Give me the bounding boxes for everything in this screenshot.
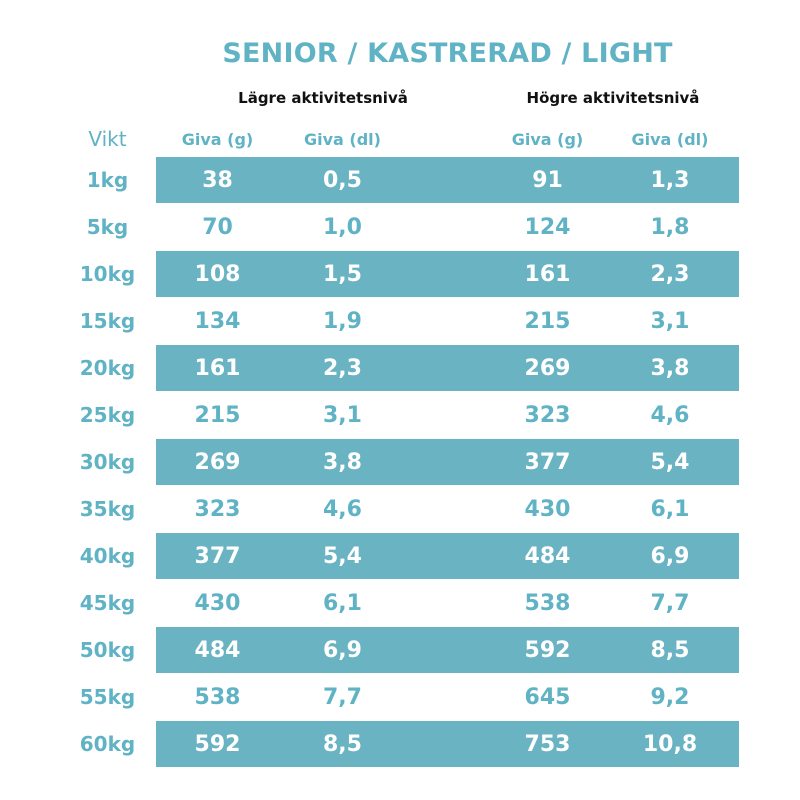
row-band [156, 439, 739, 485]
dl-low-cell: 1,9 [323, 309, 362, 334]
group-header-high-activity: Högre aktivitetsnivå [526, 89, 700, 107]
dl-low-cell: 5,4 [323, 544, 362, 569]
weight-cell: 60kg [79, 732, 136, 756]
grams-low-cell: 215 [194, 403, 241, 428]
column-header-grams-low: Giva (g) [181, 130, 254, 149]
column-header-weight: Vikt [88, 127, 127, 151]
grams-high-cell: 323 [524, 403, 571, 428]
dl-high-cell: 1,3 [650, 168, 690, 193]
weight-cell: 30kg [79, 450, 136, 474]
dl-high-cell: 10,8 [642, 732, 698, 757]
grams-low-cell: 70 [202, 215, 233, 240]
dl-high-cell: 6,1 [650, 497, 690, 522]
table-row: 20kg 161 2,3 269 3,8 [0, 345, 800, 392]
row-band [156, 721, 739, 767]
weight-cell: 20kg [79, 356, 136, 380]
weight-cell: 40kg [79, 544, 136, 568]
grams-high-cell: 161 [524, 262, 571, 287]
grams-low-cell: 430 [194, 591, 241, 616]
table-row: 10kg 108 1,5 161 2,3 [0, 251, 800, 298]
weight-cell: 25kg [79, 403, 136, 427]
dl-high-cell: 4,6 [650, 403, 690, 428]
dl-low-cell: 3,8 [323, 450, 362, 475]
grams-low-cell: 161 [194, 356, 241, 381]
grams-low-cell: 538 [194, 685, 241, 710]
row-band [156, 627, 739, 673]
grams-high-cell: 538 [524, 591, 571, 616]
grams-low-cell: 484 [194, 638, 241, 663]
grams-low-cell: 134 [194, 309, 241, 334]
table-row: 60kg 592 8,5 753 10,8 [0, 721, 800, 768]
grams-high-cell: 430 [524, 497, 571, 522]
row-band [156, 157, 739, 203]
column-header-dl-high: Giva (dl) [631, 130, 709, 149]
dl-high-cell: 5,4 [650, 450, 690, 475]
row-band [156, 533, 739, 579]
weight-cell: 1kg [86, 168, 129, 192]
weight-cell: 50kg [79, 638, 136, 662]
dl-low-cell: 6,9 [323, 638, 362, 663]
grams-high-cell: 753 [524, 732, 571, 757]
dl-low-cell: 1,0 [323, 215, 362, 240]
page-title: SENIOR / KASTRERAD / LIGHT [222, 38, 673, 69]
grams-low-cell: 377 [194, 544, 241, 569]
dl-low-cell: 4,6 [323, 497, 362, 522]
grams-low-cell: 323 [194, 497, 241, 522]
weight-cell: 55kg [79, 685, 136, 709]
weight-cell: 35kg [79, 497, 136, 521]
grams-low-cell: 269 [194, 450, 241, 475]
dl-low-cell: 1,5 [323, 262, 362, 287]
dl-high-cell: 1,8 [650, 215, 690, 240]
grams-high-cell: 645 [524, 685, 571, 710]
column-header-grams-high: Giva (g) [511, 130, 584, 149]
table-row: 15kg 134 1,9 215 3,1 [0, 298, 800, 345]
dl-high-cell: 3,1 [650, 309, 690, 334]
table-row: 35kg 323 4,6 430 6,1 [0, 486, 800, 533]
dl-low-cell: 2,3 [323, 356, 362, 381]
grams-high-cell: 269 [524, 356, 571, 381]
row-band [156, 251, 739, 297]
dl-high-cell: 2,3 [650, 262, 690, 287]
dl-low-cell: 6,1 [323, 591, 362, 616]
grams-low-cell: 108 [194, 262, 241, 287]
dl-low-cell: 3,1 [323, 403, 362, 428]
weight-cell: 5kg [86, 215, 129, 239]
weight-cell: 45kg [79, 591, 136, 615]
table-row: 55kg 538 7,7 645 9,2 [0, 674, 800, 721]
table-row: 40kg 377 5,4 484 6,9 [0, 533, 800, 580]
dl-high-cell: 8,5 [650, 638, 690, 663]
weight-cell: 10kg [79, 262, 136, 286]
grams-high-cell: 592 [524, 638, 571, 663]
grams-low-cell: 38 [202, 168, 233, 193]
row-band [156, 345, 739, 391]
grams-high-cell: 124 [524, 215, 571, 240]
group-header-low-activity: Lägre aktivitetsnivå [238, 89, 408, 107]
table-row: 5kg 70 1,0 124 1,8 [0, 204, 800, 251]
dl-low-cell: 7,7 [323, 685, 362, 710]
dl-low-cell: 0,5 [323, 168, 362, 193]
grams-high-cell: 484 [524, 544, 571, 569]
grams-high-cell: 91 [532, 168, 563, 193]
table-row: 1kg 38 0,5 91 1,3 [0, 157, 800, 204]
table-row: 45kg 430 6,1 538 7,7 [0, 580, 800, 627]
grams-high-cell: 215 [524, 309, 571, 334]
dl-high-cell: 7,7 [650, 591, 690, 616]
table-row: 25kg 215 3,1 323 4,6 [0, 392, 800, 439]
column-header-dl-low: Giva (dl) [304, 130, 381, 149]
dl-high-cell: 9,2 [650, 685, 690, 710]
dl-low-cell: 8,5 [323, 732, 362, 757]
grams-high-cell: 377 [524, 450, 571, 475]
dl-high-cell: 6,9 [650, 544, 690, 569]
grams-low-cell: 592 [194, 732, 241, 757]
table-row: 50kg 484 6,9 592 8,5 [0, 627, 800, 674]
feeding-table: 1kg 38 0,5 91 1,3 5kg 70 1,0 124 1,8 10k… [0, 157, 800, 768]
dl-high-cell: 3,8 [650, 356, 690, 381]
weight-cell: 15kg [79, 309, 136, 333]
table-row: 30kg 269 3,8 377 5,4 [0, 439, 800, 486]
